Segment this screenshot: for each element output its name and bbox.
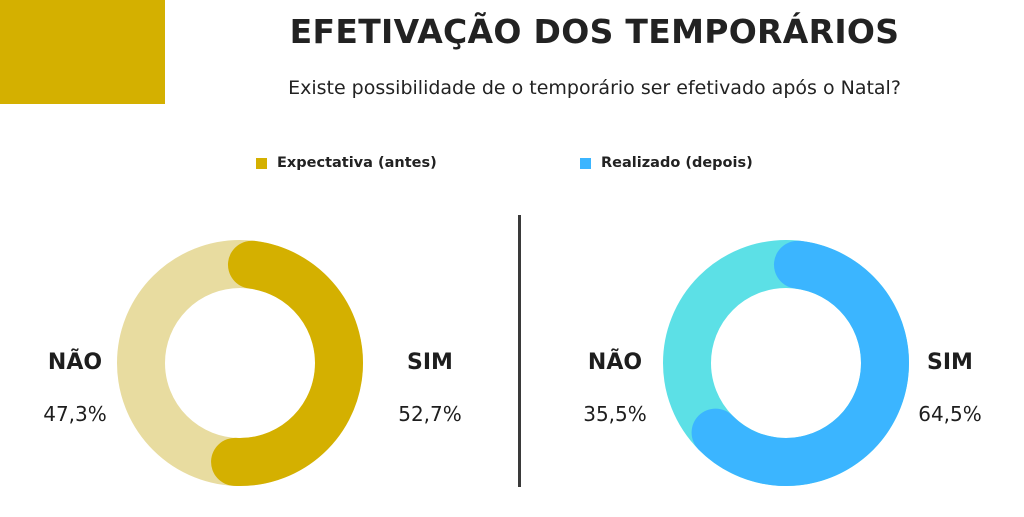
legend-swatch-realizado xyxy=(580,157,591,169)
chart-divider xyxy=(518,215,521,487)
legend-label-realizado: Realizado (depois) xyxy=(601,155,753,171)
donut-slice-sim xyxy=(116,240,363,486)
donut-chart-realizado xyxy=(663,240,909,486)
legend-swatch-expectativa xyxy=(256,157,267,169)
legend-item-realizado: Realizado (depois) xyxy=(580,152,753,174)
value-label-sim-realizado: 64,5% xyxy=(918,402,982,426)
donut-chart-expectativa xyxy=(116,240,363,486)
category-label-sim-realizado: SIM xyxy=(927,350,973,375)
value-label-nao-realizado: 35,5% xyxy=(583,402,647,426)
donut-slice-sim xyxy=(663,240,909,486)
value-label-nao-expectativa: 47,3% xyxy=(43,402,107,426)
category-label-nao-expectativa: NÃO xyxy=(47,350,103,375)
value-label-sim-expectativa: 52,7% xyxy=(398,402,462,426)
page-subtitle: Existe possibilidade de o temporário ser… xyxy=(288,77,901,99)
category-label-sim-expectativa: SIM xyxy=(407,350,453,375)
accent-block xyxy=(0,0,165,104)
legend-label-expectativa: Expectativa (antes) xyxy=(277,155,437,171)
legend-item-expectativa: Expectativa (antes) xyxy=(256,152,437,174)
page-title: EFETIVAÇÃO DOS TEMPORÁRIOS xyxy=(289,12,900,51)
category-label-nao-realizado: NÃO xyxy=(587,350,643,375)
